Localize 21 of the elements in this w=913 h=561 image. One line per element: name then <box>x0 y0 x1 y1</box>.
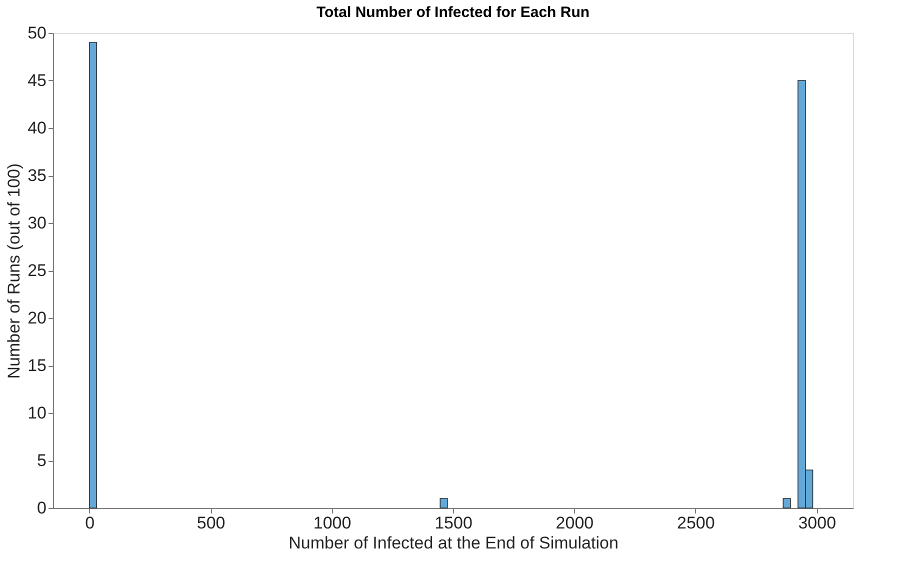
x-tick-label: 500 <box>196 514 226 532</box>
x-axis-title: Number of Infected at the End of Simulation <box>288 534 618 552</box>
y-tick-label: 35 <box>28 166 46 185</box>
x-tick-label: 2000 <box>556 514 594 532</box>
y-axis-title: Number of Runs (out of 100) <box>4 163 24 379</box>
chart-title: Total Number of Infected for Each Run <box>316 4 590 21</box>
x-tick-label: 2500 <box>677 514 715 532</box>
y-tick-label: 0 <box>37 498 46 518</box>
y-tick-label: 40 <box>28 118 46 138</box>
y-tick-label: 20 <box>28 308 46 328</box>
x-tick-label: 1500 <box>434 514 472 532</box>
y-tick-label: 10 <box>28 404 46 422</box>
y-tick-label: 30 <box>28 214 46 232</box>
y-tick-label: 5 <box>37 451 46 470</box>
x-tick-label: 3000 <box>798 514 836 532</box>
y-tick-label: 45 <box>28 71 46 90</box>
x-tick-label: 1000 <box>313 514 352 532</box>
x-tick-label: 0 <box>85 514 95 532</box>
y-tick-label: 15 <box>28 356 46 375</box>
y-tick-label: 50 <box>28 24 46 42</box>
y-tick-label: 25 <box>28 261 46 280</box>
